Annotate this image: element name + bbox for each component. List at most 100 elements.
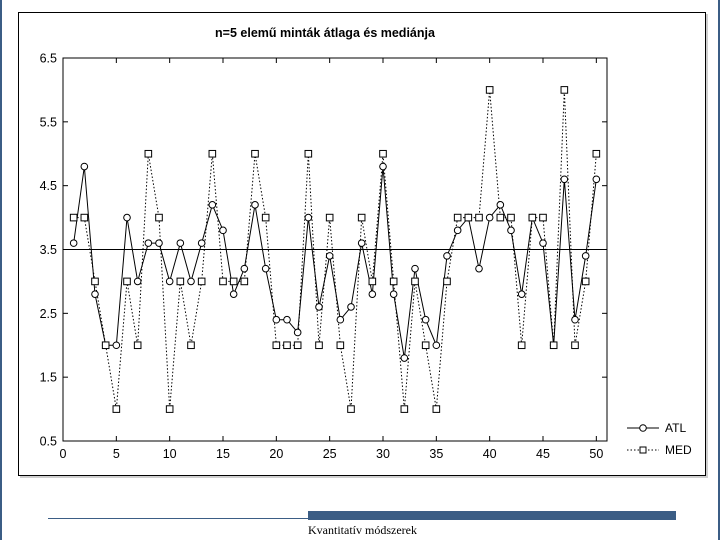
- x-tick-label: 45: [536, 447, 550, 461]
- series-line-atl: [73, 166, 597, 359]
- data-point-atl: [219, 226, 227, 235]
- data-point-atl: [123, 213, 131, 222]
- data-point-med: [69, 213, 78, 222]
- data-point-atl: [560, 175, 569, 184]
- y-tick-label: 1.5: [40, 371, 57, 385]
- data-point-atl: [496, 201, 505, 209]
- data-point-med: [133, 341, 142, 350]
- chart-frame: n=5 elemű minták átlaga és mediánja 0.5 1…: [18, 12, 706, 476]
- x-tick-label: 30: [376, 447, 390, 461]
- x-tick-label: 35: [429, 447, 443, 461]
- data-point-med: [197, 277, 206, 286]
- data-point-med: [240, 277, 249, 286]
- data-point-atl: [368, 290, 377, 298]
- data-point-med: [123, 277, 131, 286]
- data-point-med: [208, 149, 217, 158]
- data-point-atl: [144, 239, 153, 247]
- data-point-med: [315, 341, 323, 350]
- data-point-med: [336, 341, 345, 350]
- data-point-med: [272, 341, 281, 350]
- data-point-atl: [229, 290, 238, 298]
- footer-divider-line: [48, 518, 308, 519]
- data-point-atl: [421, 315, 430, 324]
- data-point-med: [283, 341, 291, 350]
- data-point-med: [432, 405, 441, 413]
- data-point-atl: [251, 201, 259, 209]
- data-point-atl: [91, 290, 99, 298]
- data-point-atl: [112, 341, 121, 350]
- y-tick-label: 5.5: [40, 115, 57, 129]
- legend-atl-label: ATL: [665, 421, 686, 435]
- data-point-atl: [272, 315, 281, 324]
- data-point-atl: [517, 290, 526, 298]
- data-point-med: [176, 277, 185, 286]
- data-point-med: [421, 341, 430, 350]
- plot-area: 0.5 1.5 2.5 3.5 4.5 5.5 6.5 0 5 10 15 20 25 30 35 40 45 5…: [40, 52, 608, 461]
- data-point-atl: [592, 175, 601, 184]
- data-point-med: [581, 277, 590, 286]
- data-point-med: [549, 341, 558, 350]
- data-point-atl: [283, 315, 291, 324]
- data-point-med: [389, 277, 398, 286]
- data-point-atl: [325, 252, 334, 260]
- data-point-med: [485, 86, 494, 94]
- data-point-med: [91, 277, 99, 286]
- data-point-atl: [187, 277, 195, 286]
- data-point-med: [571, 341, 579, 350]
- y-tick-label: 3.5: [40, 243, 57, 257]
- data-point-med: [155, 213, 163, 222]
- data-point-atl: [379, 162, 387, 171]
- data-point-atl: [453, 226, 462, 235]
- data-point-atl: [176, 239, 185, 247]
- legend-atl-marker: [639, 424, 647, 432]
- data-point-med: [517, 341, 526, 350]
- data-point-atl: [261, 264, 270, 273]
- data-point-atl: [571, 315, 579, 324]
- data-point-med: [560, 86, 569, 94]
- x-tick-label: 10: [163, 447, 177, 461]
- data-point-med: [379, 149, 387, 158]
- data-point-atl: [293, 328, 302, 337]
- data-point-med: [368, 277, 377, 286]
- data-point-med: [475, 213, 483, 222]
- data-point-med: [528, 213, 537, 222]
- data-point-atl: [485, 213, 494, 222]
- data-point-med: [101, 341, 110, 350]
- data-point-atl: [155, 239, 163, 247]
- data-point-atl: [581, 252, 590, 260]
- data-point-med: [187, 341, 195, 350]
- data-point-med: [400, 405, 409, 413]
- data-point-med: [144, 149, 153, 158]
- data-point-atl: [475, 264, 483, 273]
- data-point-med: [357, 213, 366, 222]
- data-point-med: [347, 405, 355, 413]
- data-point-atl: [432, 341, 441, 350]
- data-point-med: [165, 405, 174, 413]
- x-tick-label: 15: [216, 447, 230, 461]
- data-point-med: [443, 277, 451, 286]
- data-point-atl: [240, 264, 249, 273]
- data-point-atl: [411, 264, 419, 273]
- data-point-med: [411, 277, 419, 286]
- data-point-atl: [80, 162, 89, 171]
- data-point-med: [592, 149, 601, 158]
- x-tick-label: 50: [589, 447, 603, 461]
- data-point-atl: [400, 354, 409, 362]
- legend: ATL MED: [627, 421, 692, 457]
- data-point-atl: [208, 201, 217, 209]
- data-point-med: [112, 405, 121, 413]
- data-point-med: [80, 213, 89, 222]
- data-point-med: [293, 341, 302, 350]
- data-point-atl: [69, 239, 78, 247]
- legend-med-marker: [639, 446, 647, 454]
- data-point-med: [453, 213, 462, 222]
- data-point-atl: [165, 277, 174, 286]
- y-tick-label: 4.5: [40, 179, 57, 193]
- x-tick-label: 25: [323, 447, 337, 461]
- data-point-atl: [133, 277, 142, 286]
- data-point-atl: [304, 213, 313, 222]
- data-point-med: [251, 149, 259, 158]
- x-tick-label: 40: [483, 447, 497, 461]
- data-point-med: [261, 213, 270, 222]
- left-edge-rule: [0, 0, 2, 540]
